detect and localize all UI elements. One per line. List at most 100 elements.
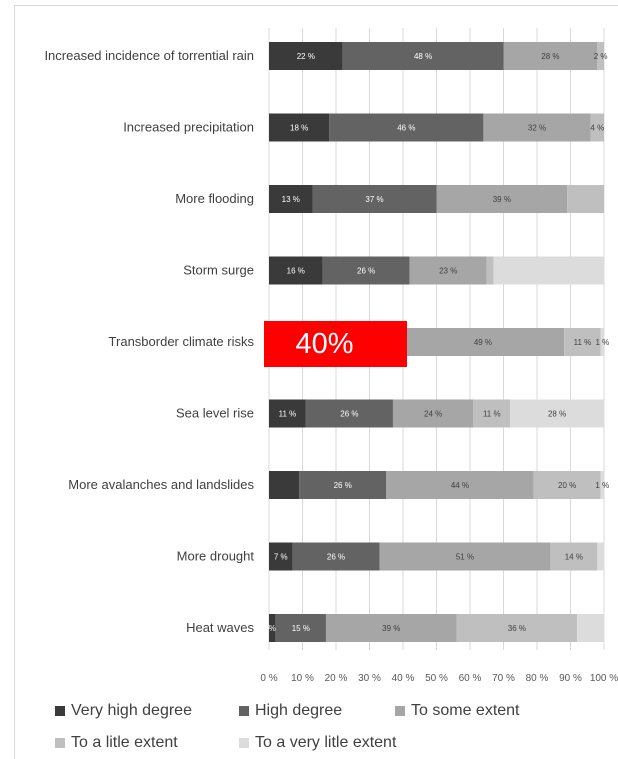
bar-segment-to-a-litle-extent	[456, 614, 578, 642]
data-label: 39 %	[493, 195, 511, 204]
chart-frame	[14, 5, 618, 759]
bar-segment-to-a-litle-extent	[486, 256, 494, 285]
data-label: 28 %	[548, 410, 566, 419]
highlight-text: 40%	[295, 327, 354, 360]
legend-item-high-degree: High degree	[239, 702, 342, 720]
data-label: 51 %	[456, 553, 474, 562]
category-label-more-avalanches-and-landslides: More avalanches and landslides	[68, 477, 254, 492]
bar-segment-to-a-very-litle-extent	[600, 471, 604, 499]
legend-item-to-some-extent: To some extent	[395, 702, 520, 720]
data-label: 11 %	[279, 410, 297, 419]
x-tick-label: 0 %	[260, 673, 277, 684]
legend-item-to-a-litle-extent: To a litle extent	[55, 734, 178, 752]
data-label: 11 %	[483, 410, 501, 419]
x-tick-label: 70 %	[492, 673, 515, 684]
data-label: 20 %	[558, 481, 576, 490]
bar-segment-to-a-litle-extent	[533, 471, 601, 499]
x-tick-label: 100 %	[590, 673, 618, 684]
legend-swatch	[55, 738, 65, 748]
category-label-heat-waves: Heat waves	[186, 620, 254, 635]
bar-segment-to-a-very-litle-extent	[597, 542, 604, 571]
bar-segment-high-degree	[275, 614, 326, 642]
bar-segment-high-degree	[305, 399, 393, 428]
x-tick-label: 80 %	[526, 673, 549, 684]
data-label: 22 %	[297, 52, 315, 61]
legend-label: To some extent	[411, 702, 520, 719]
legend-label: Very high degree	[71, 702, 192, 719]
data-label: 36 %	[508, 624, 526, 633]
data-label: 7 %	[274, 553, 288, 562]
bar-segment-to-some-extent	[379, 542, 551, 571]
bar-segment-to-a-very-litle-extent	[577, 614, 604, 642]
data-label: 14 %	[565, 553, 583, 562]
bar-segment-high-degree	[322, 256, 410, 285]
data-label: 49 %	[474, 338, 492, 347]
bar-segment-to-some-extent	[325, 614, 457, 642]
bar-segment-to-some-extent	[392, 399, 474, 428]
bar-segment-high-degree	[312, 185, 437, 213]
bar-segment-to-a-litle-extent	[567, 185, 604, 213]
bar-segment-to-some-extent	[436, 185, 568, 213]
highlight-callout: 40%	[264, 321, 407, 367]
bar-segment-very-high-degree	[269, 399, 306, 428]
data-label: 28 %	[541, 52, 559, 61]
data-label: %	[269, 624, 276, 633]
bar-segment-to-a-very-litle-extent	[510, 399, 604, 428]
category-label-increased-precipitation: Increased precipitation	[123, 120, 254, 135]
data-label: 1 %	[595, 338, 609, 347]
data-label: 18 %	[290, 124, 308, 133]
category-label-storm-surge: Storm surge	[183, 263, 254, 278]
bar-segment-very-high-degree	[269, 471, 300, 499]
bar-segment-very-high-degree	[269, 614, 276, 642]
data-label: 23 %	[439, 267, 457, 276]
legend-swatch	[239, 706, 249, 716]
bar-segment-to-a-litle-extent	[590, 113, 604, 142]
category-label-more-drought: More drought	[177, 549, 255, 564]
bar-segment-to-a-litle-extent	[550, 542, 598, 571]
bar-segment-very-high-degree	[269, 185, 313, 213]
bar-segment-to-a-litle-extent	[473, 399, 511, 428]
bar-segment-to-a-litle-extent	[564, 328, 601, 356]
data-label: 48 %	[414, 52, 432, 61]
bar-segment-very-high-degree	[269, 42, 343, 70]
data-label: 24 %	[424, 410, 442, 419]
legend-label: High degree	[255, 702, 343, 719]
bar-segment-high-degree	[329, 113, 484, 142]
data-label: 32 %	[528, 124, 546, 133]
x-tick-label: 10 %	[291, 673, 314, 684]
data-label: 46 %	[397, 124, 415, 133]
data-label: 37 %	[365, 195, 383, 204]
data-label: 13 %	[282, 195, 300, 204]
x-tick-label: 90 %	[559, 673, 582, 684]
bar-segment-to-some-extent	[409, 256, 487, 285]
data-label: 26 %	[327, 553, 345, 562]
legend-item-to-a-very-litle-extent: To a very litle extent	[239, 734, 396, 752]
bar-segment-to-a-litle-extent	[597, 42, 604, 70]
x-tick-label: 60 %	[459, 673, 482, 684]
bar-segment-very-high-degree	[269, 113, 330, 142]
x-tick-label: 40 %	[392, 673, 415, 684]
bar-segment-to-some-extent	[401, 328, 565, 356]
bar-segment-to-a-very-litle-extent	[493, 256, 604, 285]
legend-label: To a litle extent	[71, 734, 178, 751]
data-label: 44 %	[451, 481, 469, 490]
bar-segment-high-degree	[292, 542, 380, 571]
data-label: 15 %	[292, 624, 310, 633]
legend-label: To a very litle extent	[255, 734, 397, 751]
legend-swatch	[395, 706, 405, 716]
bar-segment-to-some-extent	[386, 471, 534, 499]
x-tick-label: 50 %	[425, 673, 448, 684]
legend-swatch	[55, 706, 65, 716]
bar-segment-very-high-degree	[269, 542, 293, 571]
data-label: 1 %	[595, 481, 609, 490]
category-label-more-flooding: More flooding	[175, 191, 254, 206]
data-label: 11 %	[574, 338, 592, 347]
data-label: 16 %	[287, 267, 305, 276]
bar-segment-to-some-extent	[503, 42, 598, 70]
data-label: 26 %	[334, 481, 352, 490]
category-label-sea-level-rise: Sea level rise	[176, 406, 254, 421]
data-label: 26 %	[357, 267, 375, 276]
data-label: 2 %	[594, 52, 608, 61]
category-label-increased-incidence-of-torrential-rain: Increased incidence of torrential rain	[44, 48, 254, 63]
bar-segment-high-degree	[342, 42, 504, 70]
